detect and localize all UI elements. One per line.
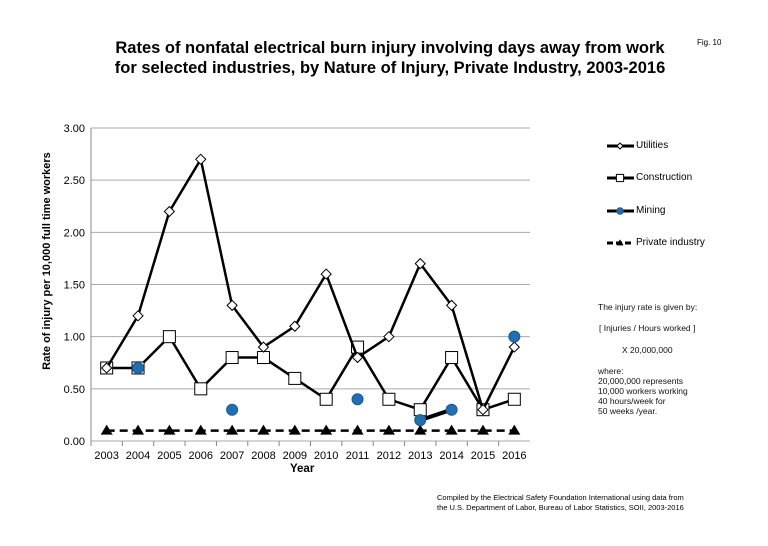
- data-point-private-industry: [100, 424, 113, 435]
- chart-title: Rates of nonfatal electrical burn injury…: [60, 38, 720, 78]
- data-point-private-industry: [445, 424, 458, 435]
- legend-marker-mining: [616, 207, 624, 215]
- y-tick-label: 2.00: [64, 227, 85, 239]
- data-point-private-industry: [288, 424, 301, 435]
- note-where-line: 20,000,000 represents: [598, 376, 684, 386]
- legend-label-utilities: Utilities: [636, 140, 669, 151]
- data-point-construction: [413, 403, 427, 417]
- legend-marker-utilities: [616, 142, 624, 150]
- data-point-utilities: [257, 341, 270, 353]
- data-point-private-industry: [226, 424, 239, 435]
- x-tick-label: 2007: [220, 450, 244, 462]
- legend-label-construction: Construction: [636, 172, 693, 183]
- data-point-utilities: [195, 153, 207, 166]
- title-line-2: for selected industries, by Nature of In…: [114, 59, 666, 77]
- note-formula: [ Injuries / Hours worked ]: [599, 323, 696, 333]
- y-tick-label: 3.00: [64, 123, 85, 135]
- x-tick-label: 2009: [283, 450, 307, 462]
- x-tick-label: 2008: [251, 450, 275, 462]
- data-point-mining: [508, 330, 521, 343]
- data-point-utilities: [163, 205, 176, 218]
- legend-label-private-industry: Private industry: [636, 237, 705, 248]
- x-tick-label: 2013: [408, 450, 432, 462]
- data-point-utilities: [477, 403, 489, 416]
- figure-label: Fig. 10: [697, 38, 722, 47]
- data-point-utilities: [100, 362, 113, 374]
- data-point-utilities: [132, 310, 144, 322]
- y-tick-label: 0.50: [64, 384, 85, 396]
- data-point-private-industry: [508, 424, 521, 435]
- data-point-utilities: [351, 351, 364, 364]
- data-point-construction: [319, 392, 333, 406]
- data-point-utilities: [383, 330, 395, 343]
- legend-marker-construction: [615, 173, 625, 183]
- data-point-mining: [226, 403, 239, 416]
- data-point-private-industry: [476, 424, 489, 435]
- series-line-utilities: [105, 155, 516, 414]
- series-line-construction: [106, 334, 515, 412]
- source-credit: Compiled by the Electrical Safety Founda…: [437, 493, 684, 513]
- data-point-utilities: [414, 257, 426, 270]
- data-point-private-industry: [163, 424, 176, 435]
- data-point-utilities: [508, 341, 521, 353]
- y-tick-label: 1.00: [64, 332, 85, 344]
- y-tick-label: 2.50: [64, 175, 85, 187]
- data-point-private-industry: [132, 424, 145, 435]
- credit-line: Compiled by the Electrical Safety Founda…: [437, 493, 684, 502]
- x-tick-label: 2012: [377, 450, 401, 462]
- data-point-utilities: [289, 320, 301, 332]
- data-point-construction: [445, 351, 459, 365]
- note-where-line: 50 weeks /year.: [598, 406, 658, 416]
- legend-label-mining: Mining: [636, 205, 666, 216]
- data-point-private-industry: [351, 424, 364, 435]
- x-tick-label: 2014: [439, 450, 463, 462]
- data-point-construction: [162, 330, 176, 344]
- x-tick-label: 2010: [314, 450, 338, 462]
- legend-marker-private-industry: [616, 239, 624, 246]
- data-point-utilities: [445, 299, 458, 312]
- x-tick-label: 2005: [157, 450, 181, 462]
- x-tick-label: 2004: [126, 450, 150, 462]
- data-point-private-industry: [194, 424, 207, 435]
- x-tick-label: 2011: [346, 450, 370, 462]
- x-tick-label: 2006: [189, 450, 213, 462]
- x-axis-label: Year: [290, 463, 315, 475]
- note-where-line: 10,000 workers working: [598, 386, 688, 396]
- data-point-private-industry: [257, 424, 270, 435]
- note-where-line: where:: [598, 366, 624, 376]
- data-point-construction: [256, 351, 270, 365]
- note-where: where: 20,000,000 represents 10,000 work…: [598, 366, 688, 416]
- data-point-mining: [414, 414, 427, 427]
- data-point-private-industry: [382, 424, 395, 435]
- note-where-line: 40 hours/week for: [598, 396, 666, 406]
- data-point-private-industry: [414, 424, 427, 435]
- credit-line: the U.S. Department of Labor, Bureau of …: [437, 503, 684, 512]
- data-point-private-industry: [320, 424, 333, 435]
- x-tick-label: 2003: [94, 450, 118, 462]
- data-point-construction: [225, 351, 239, 365]
- data-point-construction: [382, 392, 396, 406]
- data-point-construction: [194, 382, 208, 396]
- data-point-mining: [351, 393, 364, 406]
- note-multiplier: X 20,000,000: [622, 345, 673, 355]
- title-line-1: Rates of nonfatal electrical burn injury…: [115, 39, 665, 57]
- data-point-construction: [507, 392, 521, 406]
- data-point-mining: [445, 403, 458, 416]
- data-point-utilities: [226, 299, 238, 312]
- data-point-utilities: [320, 268, 332, 280]
- x-tick-label: 2015: [471, 450, 495, 462]
- y-tick-label: 1.50: [64, 280, 85, 292]
- data-point-mining: [132, 361, 145, 374]
- y-tick-label: 0.00: [64, 436, 85, 448]
- x-tick-label: 2016: [502, 450, 526, 462]
- note-formula-intro: The injury rate is given by:: [598, 302, 698, 312]
- data-point-construction: [288, 371, 302, 385]
